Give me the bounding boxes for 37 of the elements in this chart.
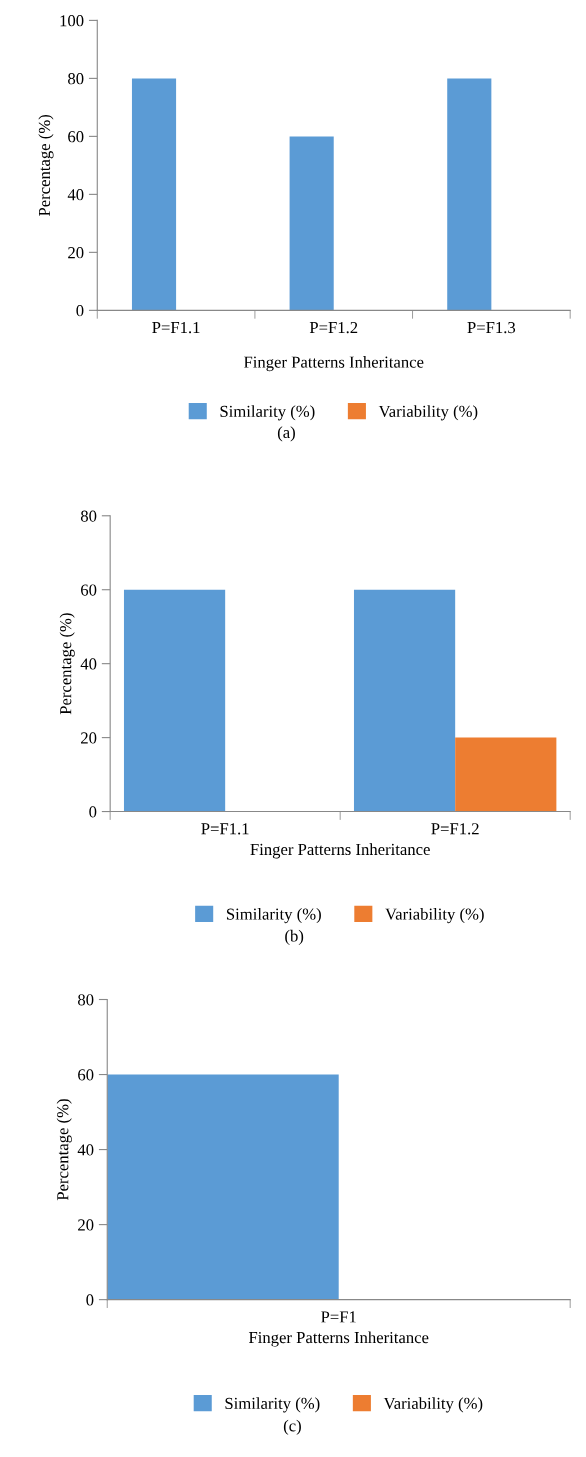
x-tick-label: P=F1.2 bbox=[309, 321, 358, 334]
y-axis-title: Percentage (%) bbox=[38, 114, 54, 217]
x-tick-label: P=F1 bbox=[321, 1311, 356, 1323]
text: (b) bbox=[285, 929, 304, 945]
y-tick-label: 60 bbox=[81, 584, 97, 596]
y-tick-label: 80 bbox=[80, 510, 97, 522]
y-tick-label: 0 bbox=[76, 305, 84, 317]
y-tick-label: 60 bbox=[68, 131, 84, 143]
y-tick-label: 40 bbox=[67, 189, 84, 201]
text: (a) bbox=[277, 426, 295, 442]
y-axis-title: Percentage (%) bbox=[59, 613, 75, 715]
x-tick-label: P=F1.1 bbox=[201, 823, 249, 835]
y-tick-label: 0 bbox=[89, 806, 97, 818]
x-axis-title: Finger Patterns Inheritance bbox=[248, 1331, 429, 1347]
y-tick-label: 60 bbox=[78, 1069, 94, 1081]
y-tick-label: 20 bbox=[68, 247, 84, 259]
x-tick-label: P=F1.1 bbox=[152, 322, 200, 334]
x-axis-title: Finger Patterns Inheritance bbox=[243, 356, 424, 372]
legend-label: Similarity (%) bbox=[225, 1397, 320, 1413]
y-tick-label: 0 bbox=[86, 1294, 94, 1306]
text: (c) bbox=[283, 1419, 301, 1435]
legend-label: Variability (%) bbox=[383, 1397, 483, 1413]
y-tick-label: 40 bbox=[77, 1144, 94, 1156]
y-tick-label: 20 bbox=[78, 1219, 94, 1231]
legend-label: Variability (%) bbox=[378, 405, 478, 421]
y-tick-label: 80 bbox=[78, 994, 94, 1006]
y-tick-label: 20 bbox=[81, 732, 97, 744]
x-axis-title: Finger Patterns Inheritance bbox=[250, 843, 430, 859]
legend-label: Variability (%) bbox=[385, 908, 484, 924]
legend-label: Similarity (%) bbox=[226, 908, 321, 924]
y-tick-label: 100 bbox=[60, 15, 84, 27]
legend-label: Similarity (%) bbox=[220, 405, 315, 421]
x-tick-label: P=F1.3 bbox=[467, 321, 516, 334]
y-tick-label: 80 bbox=[68, 73, 84, 85]
y-axis-title: Percentage (%) bbox=[56, 1099, 72, 1201]
y-tick-label: 40 bbox=[80, 658, 97, 670]
x-tick-label: P=F1.2 bbox=[431, 823, 479, 835]
